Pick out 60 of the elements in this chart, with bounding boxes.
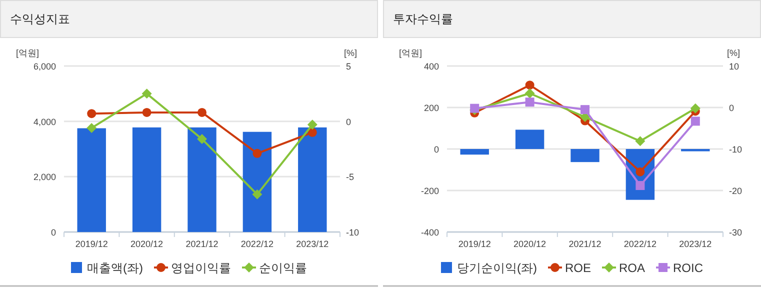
point [198, 108, 206, 117]
point [636, 181, 645, 190]
point [142, 108, 152, 117]
y2-tick-label: -20 [729, 186, 742, 196]
y2-tick-label: 10 [729, 62, 740, 72]
y2-axis-title: [%] [344, 48, 358, 58]
point [635, 136, 646, 146]
x-tick-label: 2023/12 [296, 239, 329, 249]
y2-tick-label: -5 [346, 172, 354, 182]
point [252, 189, 262, 200]
point [524, 88, 535, 98]
x-tick-label: 2023/12 [679, 239, 712, 249]
point [197, 134, 207, 144]
x-tick-label: 2019/12 [75, 239, 108, 249]
legend-label: 매출액(좌) [87, 261, 143, 275]
legend-label: ROIC [673, 261, 704, 275]
y-tick-label: 0 [434, 144, 439, 154]
x-tick-label: 2020/12 [514, 239, 546, 249]
y-tick-label: 200 [424, 103, 439, 113]
point [636, 167, 645, 176]
x-tick-label: 2021/12 [568, 239, 602, 249]
y-axis-title: [억원] [399, 48, 422, 58]
x-tick-label: 2021/12 [186, 239, 218, 249]
point [252, 148, 262, 158]
y-tick-label: 2,000 [33, 172, 56, 182]
y2-tick-label: 0 [729, 103, 734, 113]
y2-tick-label: -30 [729, 228, 742, 238]
point [307, 120, 318, 130]
x-tick-label: 2019/12 [458, 239, 491, 249]
y2-tick-label: 0 [346, 116, 352, 127]
y-tick-label: 4,000 [33, 116, 56, 127]
x-tick-label: 2022/12 [240, 239, 274, 249]
y2-axis-title: [%] [727, 48, 740, 58]
point [86, 122, 97, 133]
point [87, 109, 96, 118]
legend-label: ROE [564, 261, 591, 275]
y2-tick-label: 5 [346, 62, 352, 72]
point [690, 116, 700, 126]
point [525, 98, 534, 107]
point [580, 105, 590, 114]
legend-label: ROA [619, 261, 646, 275]
y-tick-label: 0 [50, 228, 56, 238]
y-axis-title: [억원] [16, 48, 40, 58]
x-tick-label: 2022/12 [624, 239, 656, 249]
y-tick-label: -200 [420, 186, 439, 196]
point [690, 103, 700, 114]
point [525, 80, 534, 90]
y-tick-label: -400 [420, 228, 439, 238]
legend-label: 순이익률 [259, 261, 307, 275]
chart-title: 투자수익률 [393, 12, 453, 26]
legend-label: 영업이익률 [171, 261, 231, 275]
y-tick-label: 6,000 [33, 62, 56, 72]
point [142, 88, 152, 99]
x-tick-label: 2020/12 [130, 239, 164, 249]
y2-tick-label: -10 [729, 144, 742, 154]
chart-title: 수익성지표 [10, 12, 70, 26]
point [308, 128, 317, 137]
y-tick-label: 400 [424, 62, 439, 72]
legend-label: 당기순이익(좌) [456, 261, 537, 275]
y2-tick-label: -10 [346, 228, 360, 238]
